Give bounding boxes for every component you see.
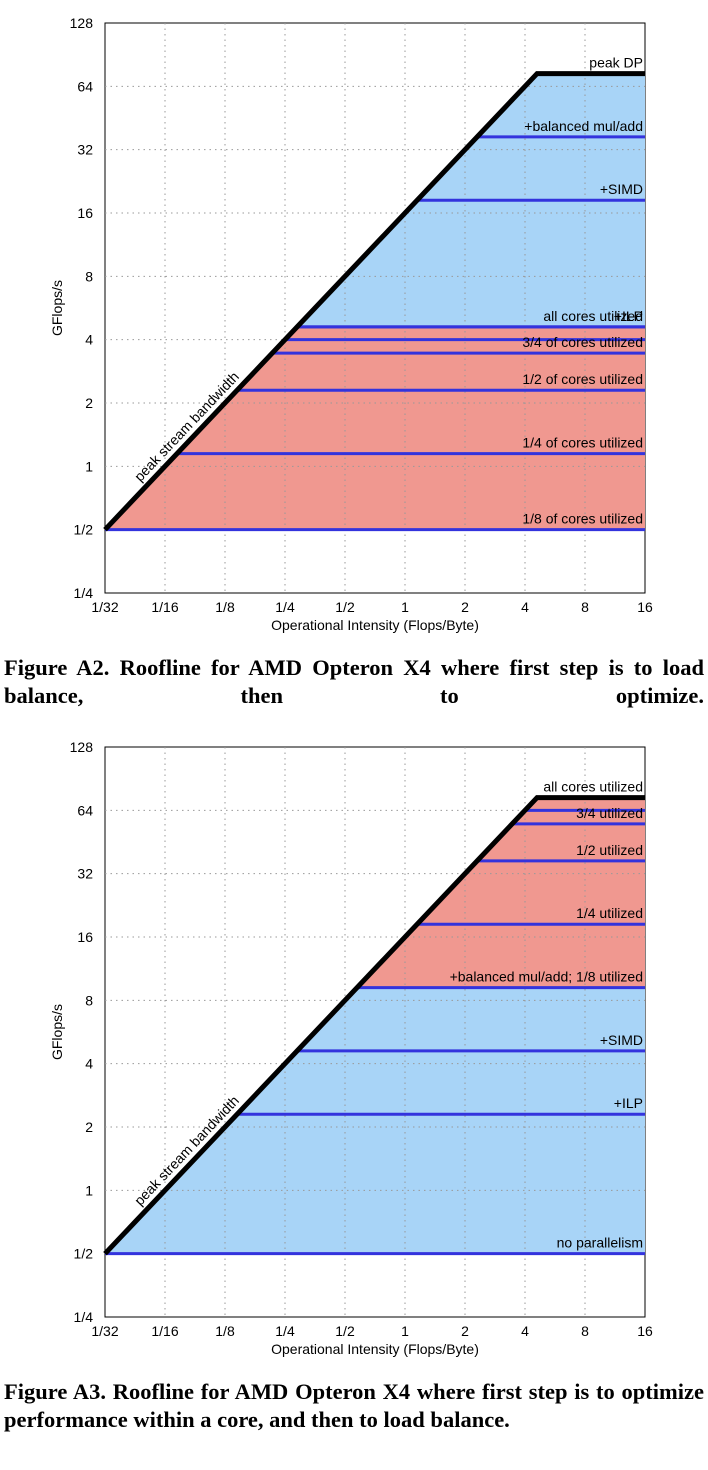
x-tick-label: 1/4 bbox=[275, 1323, 295, 1339]
y-tick-label: 4 bbox=[85, 332, 93, 348]
y-tick-label: 2 bbox=[85, 1119, 93, 1135]
x-tick-label: 1/4 bbox=[275, 599, 295, 615]
ceiling-label: +SIMD bbox=[600, 1032, 643, 1048]
y-tick-label: 2 bbox=[85, 395, 93, 411]
ceiling-label: 1/4 utilized bbox=[576, 905, 643, 921]
ceiling-label: all cores utilized bbox=[543, 308, 643, 324]
x-tick-label: 2 bbox=[461, 599, 469, 615]
y-axis-title: GFlops/s bbox=[49, 1004, 65, 1060]
y-tick-label: 128 bbox=[70, 15, 94, 31]
y-tick-label: 1/4 bbox=[74, 585, 94, 601]
ceiling-label: 3/4 utilized bbox=[576, 805, 643, 821]
x-tick-label: 16 bbox=[637, 599, 653, 615]
ceiling-label: +SIMD bbox=[600, 181, 643, 197]
ceiling-label: +ILP bbox=[614, 1095, 643, 1111]
ceiling-label: +balanced mul/add bbox=[524, 118, 643, 134]
y-axis-title: GFlops/s bbox=[49, 280, 65, 336]
ceiling-label: no parallelism bbox=[557, 1235, 643, 1251]
x-tick-label: 1 bbox=[401, 1323, 409, 1339]
shaded-region-0 bbox=[105, 987, 645, 1254]
x-tick-label: 1/16 bbox=[151, 1323, 178, 1339]
y-tick-label: 8 bbox=[85, 992, 93, 1008]
ceiling-label: +ILP bbox=[614, 308, 643, 324]
x-tick-label: 1/16 bbox=[151, 599, 178, 615]
ceiling-label: peak DP bbox=[589, 55, 643, 71]
x-tick-label: 1/8 bbox=[215, 1323, 235, 1339]
roofline-figure-a2: peak DP +balanced mul/add +SIMD +ILP all cor… bbox=[0, 0, 708, 640]
ceiling-label: +balanced mul/add; 1/8 utilized bbox=[450, 969, 643, 985]
roofline-chart-a3: all cores utilized 3/4 utilized 1/2 utiliz… bbox=[49, 739, 653, 1357]
ceiling-label: 1/4 of cores utilized bbox=[522, 435, 643, 451]
y-tick-label: 8 bbox=[85, 268, 93, 284]
roofline bbox=[103, 795, 645, 1256]
y-tick-label: 1/2 bbox=[74, 522, 94, 538]
caption-figure-a2: Figure A2. Roofline for AMD Opteron X4 w… bbox=[4, 655, 704, 708]
y-tick-label: 1 bbox=[85, 1182, 93, 1198]
y-tick-label: 32 bbox=[77, 866, 93, 882]
x-tick-label: 1/2 bbox=[335, 599, 355, 615]
ceiling-label: 1/2 utilized bbox=[576, 842, 643, 858]
y-tick-label: 16 bbox=[77, 205, 93, 221]
x-tick-label: 16 bbox=[637, 1323, 653, 1339]
caption-figure-a3: Figure A3. Roofline for AMD Opteron X4 w… bbox=[4, 1379, 704, 1432]
y-tick-label: 16 bbox=[77, 929, 93, 945]
x-tick-label: 4 bbox=[521, 599, 529, 615]
x-tick-label: 1 bbox=[401, 599, 409, 615]
x-axis-title: Operational Intensity (Flops/Byte) bbox=[271, 617, 479, 633]
x-tick-label: 8 bbox=[581, 1323, 589, 1339]
ceiling-label: 1/2 of cores utilized bbox=[522, 371, 643, 387]
shaded-region-1 bbox=[357, 797, 645, 988]
shaded-region-0 bbox=[105, 326, 645, 530]
x-tick-label: 8 bbox=[581, 599, 589, 615]
y-tick-label: 32 bbox=[77, 142, 93, 158]
roofline bbox=[103, 71, 645, 532]
ceiling-label: all cores utilized bbox=[543, 779, 643, 795]
y-tick-label: 1 bbox=[85, 458, 93, 474]
ceiling-label: 3/4 of cores utilized bbox=[522, 334, 643, 350]
x-tick-label: 4 bbox=[521, 1323, 529, 1339]
x-tick-label: 1/32 bbox=[91, 599, 118, 615]
y-tick-label: 128 bbox=[70, 739, 94, 755]
x-tick-label: 1/2 bbox=[335, 1323, 355, 1339]
y-tick-label: 64 bbox=[77, 78, 93, 94]
y-tick-label: 1/4 bbox=[74, 1309, 94, 1325]
x-axis-title: Operational Intensity (Flops/Byte) bbox=[271, 1341, 479, 1357]
ceiling-label: 1/8 of cores utilized bbox=[522, 511, 643, 527]
roofline-figure-a3: all cores utilized 3/4 utilized 1/2 utiliz… bbox=[0, 724, 708, 1364]
y-tick-label: 1/2 bbox=[74, 1246, 94, 1262]
y-tick-label: 64 bbox=[77, 802, 93, 818]
x-tick-label: 1/8 bbox=[215, 599, 235, 615]
y-tick-label: 4 bbox=[85, 1056, 93, 1072]
x-tick-label: 2 bbox=[461, 1323, 469, 1339]
x-tick-label: 1/32 bbox=[91, 1323, 118, 1339]
